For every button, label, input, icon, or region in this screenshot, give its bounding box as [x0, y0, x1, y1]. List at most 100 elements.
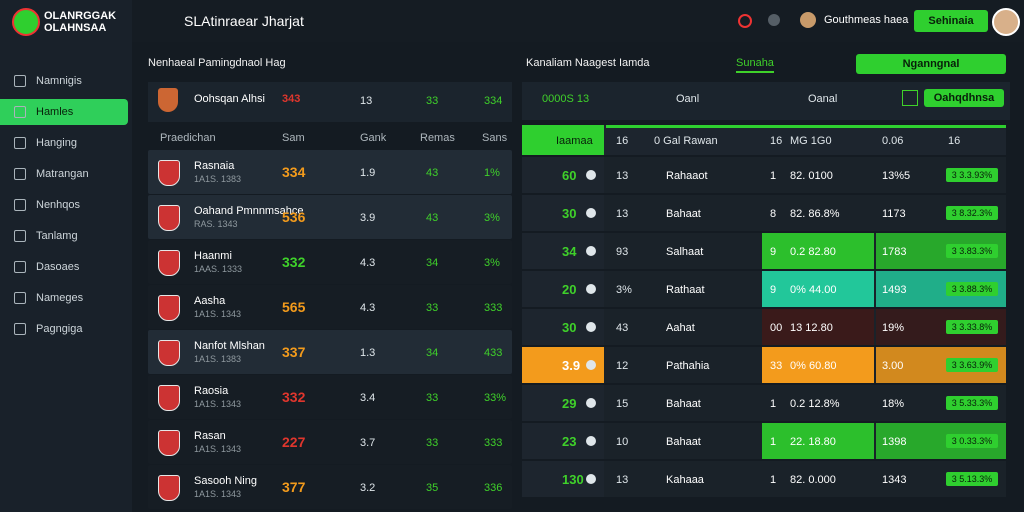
badge[interactable]: 3 0.33.3%	[946, 434, 998, 448]
page-title: SLAtinraear Jharjat	[184, 13, 304, 29]
team-logo	[158, 250, 180, 276]
cell: 13	[616, 474, 629, 486]
nav-icon	[14, 199, 26, 211]
cell: 1.9	[360, 167, 376, 179]
filter[interactable]: Oanl	[676, 93, 700, 105]
badge[interactable]: 3 5.13.3%	[946, 472, 998, 486]
nav-icon	[14, 168, 26, 180]
column-header: 16	[770, 135, 783, 147]
toolbar-button[interactable]: Oahqdhnsa	[924, 89, 1004, 107]
tab[interactable]: Sunaha	[736, 57, 774, 73]
cell: 34	[426, 347, 439, 359]
cell: 3.4	[360, 392, 376, 404]
nav-item[interactable]: Tanlamg	[36, 230, 78, 242]
odds-dot	[586, 208, 596, 218]
match-name: Rathaat	[666, 284, 705, 296]
column-header: 0.06	[882, 135, 904, 147]
badge[interactable]: 3 3.63.9%	[946, 358, 998, 372]
badge[interactable]: 3 3.3.93%	[946, 168, 998, 182]
odds[interactable]: 20	[562, 282, 577, 297]
score: 334	[282, 164, 306, 180]
team-logo	[158, 430, 180, 456]
nav-item[interactable]: Hamles	[36, 106, 74, 118]
team-logo	[158, 475, 180, 501]
cell: 1	[770, 170, 777, 182]
odds[interactable]: 130	[562, 472, 584, 487]
match-name: Bahaat	[666, 436, 701, 448]
nav-item[interactable]: Matrangan	[36, 168, 89, 180]
badge[interactable]: 3 3.33.8%	[946, 320, 998, 334]
badge[interactable]: 3 8.32.3%	[946, 206, 998, 220]
nav-item[interactable]: Nameges	[36, 292, 84, 304]
row	[148, 330, 512, 374]
odds[interactable]: 34	[562, 244, 577, 259]
match-name: Bahaat	[666, 208, 701, 220]
team-name: Raosia	[194, 385, 229, 397]
odds[interactable]: 29	[562, 396, 577, 411]
cell: 43	[426, 212, 439, 224]
filter[interactable]: Oanal	[808, 93, 838, 105]
cell: 333	[484, 302, 503, 314]
cell: 3%	[484, 257, 500, 269]
logo	[12, 8, 40, 36]
nav-item[interactable]: Pagngiga	[36, 323, 83, 335]
score: 332	[282, 254, 306, 270]
badge[interactable]: 3 3.88.3%	[946, 282, 998, 296]
cell: 13%5	[882, 170, 911, 182]
row	[148, 285, 512, 329]
cell: 1783	[882, 246, 907, 258]
team-name: Rasnaia	[194, 160, 235, 172]
team-name: Haanmi	[194, 250, 232, 262]
cell: 33	[426, 302, 439, 314]
help-icon[interactable]	[768, 14, 780, 26]
cell: 22. 18.80	[790, 436, 836, 448]
cell: 1.3	[360, 347, 376, 359]
odds-dot	[586, 398, 596, 408]
team-sub: 1AAS. 1333	[194, 264, 243, 274]
odds-dot	[586, 284, 596, 294]
cell: 13 12.80	[790, 322, 833, 334]
cell: 33	[770, 360, 783, 372]
brand-line: OLANRGGAK	[44, 10, 117, 22]
odds[interactable]: 60	[562, 168, 577, 183]
odds[interactable]: 30	[562, 320, 577, 335]
panel-button[interactable]: Nganngnal	[856, 54, 1006, 74]
cell: 82. 86.8%	[790, 208, 840, 220]
odds[interactable]: 23	[562, 434, 577, 449]
team-sub: 1A1S. 1343	[194, 399, 242, 409]
cell: 10	[616, 436, 629, 448]
toggle[interactable]	[902, 90, 918, 106]
cell: 9	[770, 284, 777, 296]
cell: 1173	[882, 208, 906, 220]
nav-active[interactable]	[0, 99, 128, 125]
cell: 1	[770, 398, 777, 410]
cell: 0.2 82.80	[790, 246, 836, 258]
nav-icon	[14, 261, 26, 273]
odds[interactable]: 3.9	[562, 358, 581, 373]
badge[interactable]: 3 5.33.3%	[946, 396, 998, 410]
score: 565	[282, 299, 306, 315]
cell: 82. 0100	[790, 170, 833, 182]
highlight	[762, 347, 874, 383]
header-button[interactable]: Sehinaia	[914, 10, 988, 32]
cell: 13	[360, 95, 373, 107]
column-header: 16	[616, 135, 629, 147]
nav-item[interactable]: Nenhqos	[36, 199, 81, 211]
match-name: Bahaat	[666, 398, 701, 410]
highlight	[762, 233, 874, 269]
cell: 1	[770, 474, 777, 486]
match-name: Aahat	[666, 322, 695, 334]
cell: 1398	[882, 436, 907, 448]
nav-item[interactable]: Hanging	[36, 137, 77, 149]
odds[interactable]: 30	[562, 206, 577, 221]
team-sub: RAS. 1343	[194, 219, 238, 229]
highlight	[762, 271, 874, 307]
row	[148, 420, 512, 464]
team-sub: 1A1S. 1343	[194, 444, 242, 454]
nav-item[interactable]: Dasoaes	[36, 261, 80, 273]
row	[148, 150, 512, 194]
nav-item[interactable]: Namnigis	[36, 75, 82, 87]
badge[interactable]: 3 3.83.3%	[946, 244, 998, 258]
search-icon[interactable]	[738, 14, 752, 28]
